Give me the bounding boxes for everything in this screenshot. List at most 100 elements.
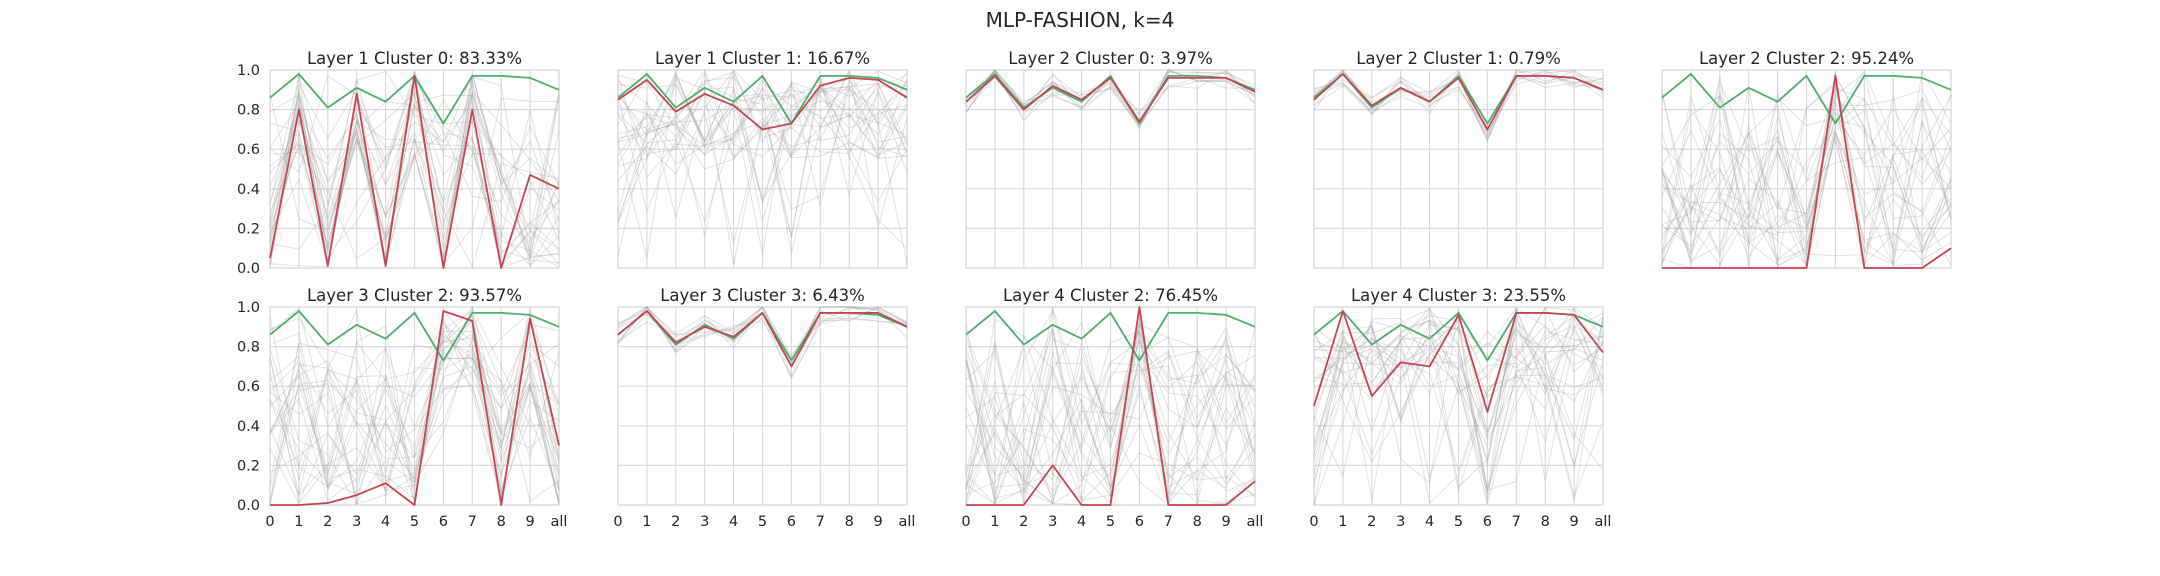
sample-line xyxy=(269,335,560,484)
x-tick-label: 4 xyxy=(381,514,390,530)
sample-line xyxy=(965,324,1256,488)
sample-line xyxy=(617,71,908,223)
sample-line xyxy=(1313,334,1604,491)
sample-line xyxy=(617,80,908,238)
sample-line xyxy=(269,74,560,267)
sample-line xyxy=(1661,87,1952,219)
sample-line xyxy=(1313,318,1604,501)
sample-line xyxy=(1313,70,1604,135)
sample-line xyxy=(617,70,908,159)
subplot-9: Layer 4 Cluster 3: 23.55% 0 1 2 3 4 5 6 7 8 9 all xyxy=(1309,286,1611,530)
sample-line xyxy=(269,71,560,255)
sample-line xyxy=(965,330,1256,499)
sample-line xyxy=(1661,69,1952,264)
subplot-6: Layer 3 Cluster 2: 93.57% 0.0 0.2 0.4 0.6 0.8… xyxy=(237,286,568,530)
x-tick-label: 3 xyxy=(1396,514,1405,530)
sample-line xyxy=(617,70,908,265)
sample-line xyxy=(1661,80,1952,257)
cluster-mean-line xyxy=(966,306,1256,506)
sample-lines xyxy=(617,69,908,265)
sample-line xyxy=(1313,69,1604,137)
x-tick-label: 7 xyxy=(1512,514,1521,530)
sample-line xyxy=(1661,107,1952,223)
x-tick-label: 6 xyxy=(787,514,796,530)
cluster-mean-line xyxy=(617,77,908,131)
sample-line xyxy=(269,316,560,504)
sample-line xyxy=(1661,86,1952,266)
sample-line xyxy=(269,329,560,499)
sample-line xyxy=(965,322,1256,505)
sample-line xyxy=(1313,339,1604,481)
sample-line xyxy=(1313,307,1604,491)
subplot-title: Layer 1 Cluster 1: 16.67% xyxy=(655,49,870,68)
sample-line xyxy=(1661,69,1952,266)
sample-line xyxy=(269,306,560,505)
sample-line xyxy=(617,74,908,264)
x-tick-label: 7 xyxy=(468,514,477,530)
cluster-mean-line xyxy=(269,75,560,269)
sample-line xyxy=(617,73,908,249)
sample-line xyxy=(1313,326,1604,393)
sample-line xyxy=(1313,318,1604,413)
sample-line xyxy=(617,306,908,362)
sample-line xyxy=(269,353,560,496)
sample-line xyxy=(1661,94,1952,268)
x-tick-label: 1 xyxy=(990,514,999,530)
y-tick-label: 0.0 xyxy=(237,498,260,514)
x-tick-label: all xyxy=(551,514,568,530)
y-tick-label: 0.4 xyxy=(237,182,260,198)
x-tick-label: 9 xyxy=(873,514,882,530)
sample-line xyxy=(269,91,560,267)
sample-line xyxy=(965,309,1256,476)
sample-line xyxy=(269,87,560,268)
subplot-title: Layer 3 Cluster 2: 93.57% xyxy=(307,286,522,305)
sample-line xyxy=(617,306,908,356)
sample-line xyxy=(617,77,908,238)
x-tick-label: 0 xyxy=(1309,514,1318,530)
x-tick-label: 7 xyxy=(1164,514,1173,530)
sample-line xyxy=(965,330,1256,505)
sample-line xyxy=(269,83,560,266)
y-tick-label: 1.0 xyxy=(237,300,260,316)
subplot-2: Layer 1 Cluster 1: 16.67% xyxy=(617,49,908,269)
sample-line xyxy=(1661,83,1952,266)
sample-line xyxy=(965,337,1256,482)
sample-line xyxy=(965,69,1256,121)
x-tick-label: 2 xyxy=(1367,514,1376,530)
sample-line xyxy=(965,323,1256,481)
sample-line xyxy=(617,84,908,244)
sample-line xyxy=(965,307,1256,505)
sample-line xyxy=(965,318,1256,498)
x-tick-label: all xyxy=(899,514,916,530)
sample-line xyxy=(965,69,1256,113)
subplot-title: Layer 2 Cluster 0: 3.97% xyxy=(1008,49,1213,68)
sample-line xyxy=(965,69,1256,130)
sample-line xyxy=(269,97,559,266)
sample-line xyxy=(617,77,908,223)
sample-line xyxy=(1313,317,1604,506)
cluster-mean-line xyxy=(1313,73,1604,131)
x-tick-label: 5 xyxy=(1454,514,1463,530)
sample-line xyxy=(617,70,908,219)
sample-line xyxy=(269,308,560,497)
sample-line xyxy=(617,77,908,222)
sample-line xyxy=(617,71,908,254)
sample-line xyxy=(965,334,1256,502)
x-tick-label: 1 xyxy=(1338,514,1347,530)
sample-line xyxy=(269,76,560,257)
sample-line xyxy=(965,338,1256,505)
x-tick-label: 5 xyxy=(1106,514,1115,530)
sample-line xyxy=(617,71,908,259)
sample-line xyxy=(1313,307,1604,465)
sample-line xyxy=(965,319,1256,505)
sample-line xyxy=(269,343,560,504)
sample-line xyxy=(965,69,1256,122)
sample-line xyxy=(617,81,908,165)
sample-line xyxy=(1313,316,1604,501)
sample-line xyxy=(617,69,908,158)
sample-line xyxy=(1661,86,1952,268)
sample-line xyxy=(1313,69,1604,134)
y-tick-label: 1.0 xyxy=(237,63,260,79)
subplot-title: Layer 2 Cluster 2: 95.24% xyxy=(1699,49,1914,68)
cluster-mean-line xyxy=(270,310,560,506)
